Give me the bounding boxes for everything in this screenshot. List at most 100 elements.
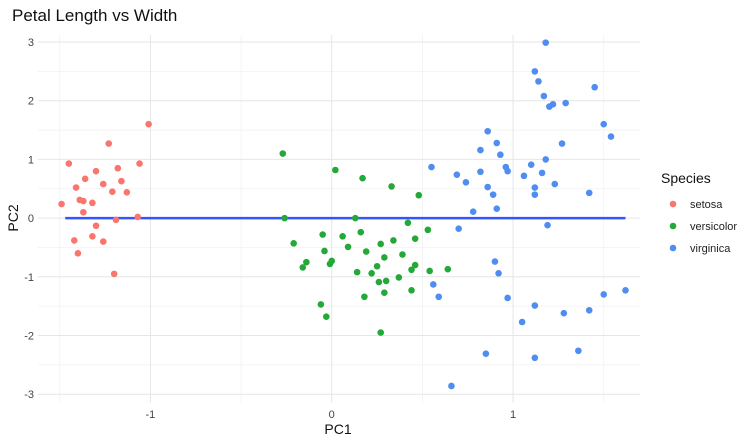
data-point-versicolor: [361, 293, 368, 301]
data-point-virginica: [497, 151, 504, 159]
data-point-virginica: [542, 156, 550, 163]
data-point-versicolor: [375, 278, 383, 286]
data-point-versicolor: [299, 264, 307, 271]
data-point-virginica: [562, 99, 569, 107]
data-point-setosa: [118, 177, 125, 185]
data-point-setosa: [58, 200, 65, 208]
data-point-virginica: [527, 161, 535, 169]
data-point-virginica: [600, 120, 608, 128]
data-point-virginica: [493, 205, 501, 213]
data-point-versicolor: [353, 268, 361, 276]
data-point-virginica: [531, 68, 539, 75]
data-point-versicolor: [357, 228, 365, 236]
data-point-versicolor: [415, 191, 423, 199]
data-point-virginica: [531, 302, 539, 309]
data-point-virginica: [489, 191, 497, 198]
data-point-virginica: [575, 347, 582, 355]
data-point-virginica: [429, 281, 437, 288]
legend-key-virginica: [669, 244, 677, 252]
data-point-virginica: [504, 167, 511, 175]
data-point-virginica: [455, 225, 462, 232]
data-point-versicolor: [395, 274, 403, 281]
data-point-versicolor: [408, 266, 415, 274]
legend-label-virginica: virginica: [690, 243, 731, 255]
data-point-virginica: [600, 291, 608, 298]
x-tick-label: 0: [329, 409, 335, 421]
data-point-virginica: [531, 191, 539, 198]
y-tick-label: 3: [28, 37, 34, 49]
data-point-virginica: [535, 78, 542, 85]
data-point-virginica: [622, 287, 629, 294]
data-point-versicolor: [290, 240, 297, 247]
data-point-versicolor: [381, 254, 388, 261]
data-point-versicolor: [399, 251, 406, 258]
data-point-virginica: [591, 83, 598, 91]
data-point-versicolor: [279, 150, 287, 157]
data-point-versicolor: [352, 214, 359, 222]
data-point-virginica: [546, 103, 553, 110]
data-point-versicolor: [411, 235, 419, 242]
data-point-versicolor: [317, 301, 325, 308]
data-point-virginica: [484, 127, 491, 135]
data-point-setosa: [80, 208, 87, 216]
data-point-virginica: [560, 309, 568, 317]
data-point-setosa: [99, 238, 107, 245]
legend-label-setosa: setosa: [690, 199, 723, 211]
data-point-virginica: [477, 146, 484, 154]
data-point-virginica: [504, 294, 511, 302]
x-tick-label: -1: [146, 409, 156, 421]
data-point-virginica: [520, 172, 528, 180]
chart-title: Petal Length vs Width: [12, 6, 177, 25]
data-point-setosa: [80, 197, 87, 205]
legend-key-setosa: [669, 200, 677, 208]
y-tick-label: 1: [28, 154, 34, 166]
data-point-setosa: [112, 216, 120, 224]
data-point-virginica: [542, 39, 550, 46]
data-point-virginica: [531, 184, 539, 191]
data-point-setosa: [89, 233, 96, 240]
data-point-virginica: [585, 189, 593, 197]
data-point-versicolor: [323, 313, 330, 321]
data-point-virginica: [428, 163, 435, 171]
data-point-versicolor: [411, 261, 419, 269]
data-point-setosa: [72, 184, 80, 191]
data-point-versicolor: [373, 262, 381, 270]
data-point-versicolor: [390, 237, 397, 244]
data-point-virginica: [469, 208, 477, 215]
data-point-versicolor: [326, 260, 334, 268]
data-point-versicolor: [303, 258, 310, 266]
points-layer: [58, 39, 629, 390]
data-point-setosa: [81, 175, 89, 183]
data-point-virginica: [585, 306, 593, 314]
data-point-virginica: [484, 183, 491, 191]
data-point-versicolor: [404, 219, 412, 227]
data-point-virginica: [448, 382, 455, 390]
data-point-setosa: [110, 270, 118, 278]
data-point-versicolor: [339, 233, 346, 240]
data-point-versicolor: [444, 265, 452, 273]
y-axis-title: PC2: [5, 204, 21, 231]
x-tick-label: 1: [510, 409, 516, 421]
data-point-versicolor: [321, 247, 328, 255]
data-point-virginica: [477, 168, 484, 176]
data-point-versicolor: [377, 240, 385, 248]
data-point-setosa: [92, 222, 100, 230]
data-point-virginica: [531, 354, 539, 362]
data-point-versicolor: [359, 174, 366, 182]
data-point-setosa: [109, 188, 116, 196]
data-point-setosa: [114, 164, 122, 172]
data-point-versicolor: [388, 183, 395, 190]
data-point-virginica: [540, 92, 548, 100]
data-point-versicolor: [362, 248, 370, 255]
data-point-virginica: [518, 318, 526, 326]
data-point-virginica: [482, 350, 490, 357]
data-point-versicolor: [377, 329, 385, 336]
data-point-virginica: [453, 171, 461, 178]
y-tick-label: 0: [28, 213, 34, 225]
y-tick-label: 2: [28, 96, 34, 108]
data-point-setosa: [145, 120, 152, 128]
x-axis-title: PC1: [324, 421, 351, 437]
data-point-setosa: [123, 188, 131, 196]
legend: Species setosa versicolor virginica: [661, 170, 737, 255]
